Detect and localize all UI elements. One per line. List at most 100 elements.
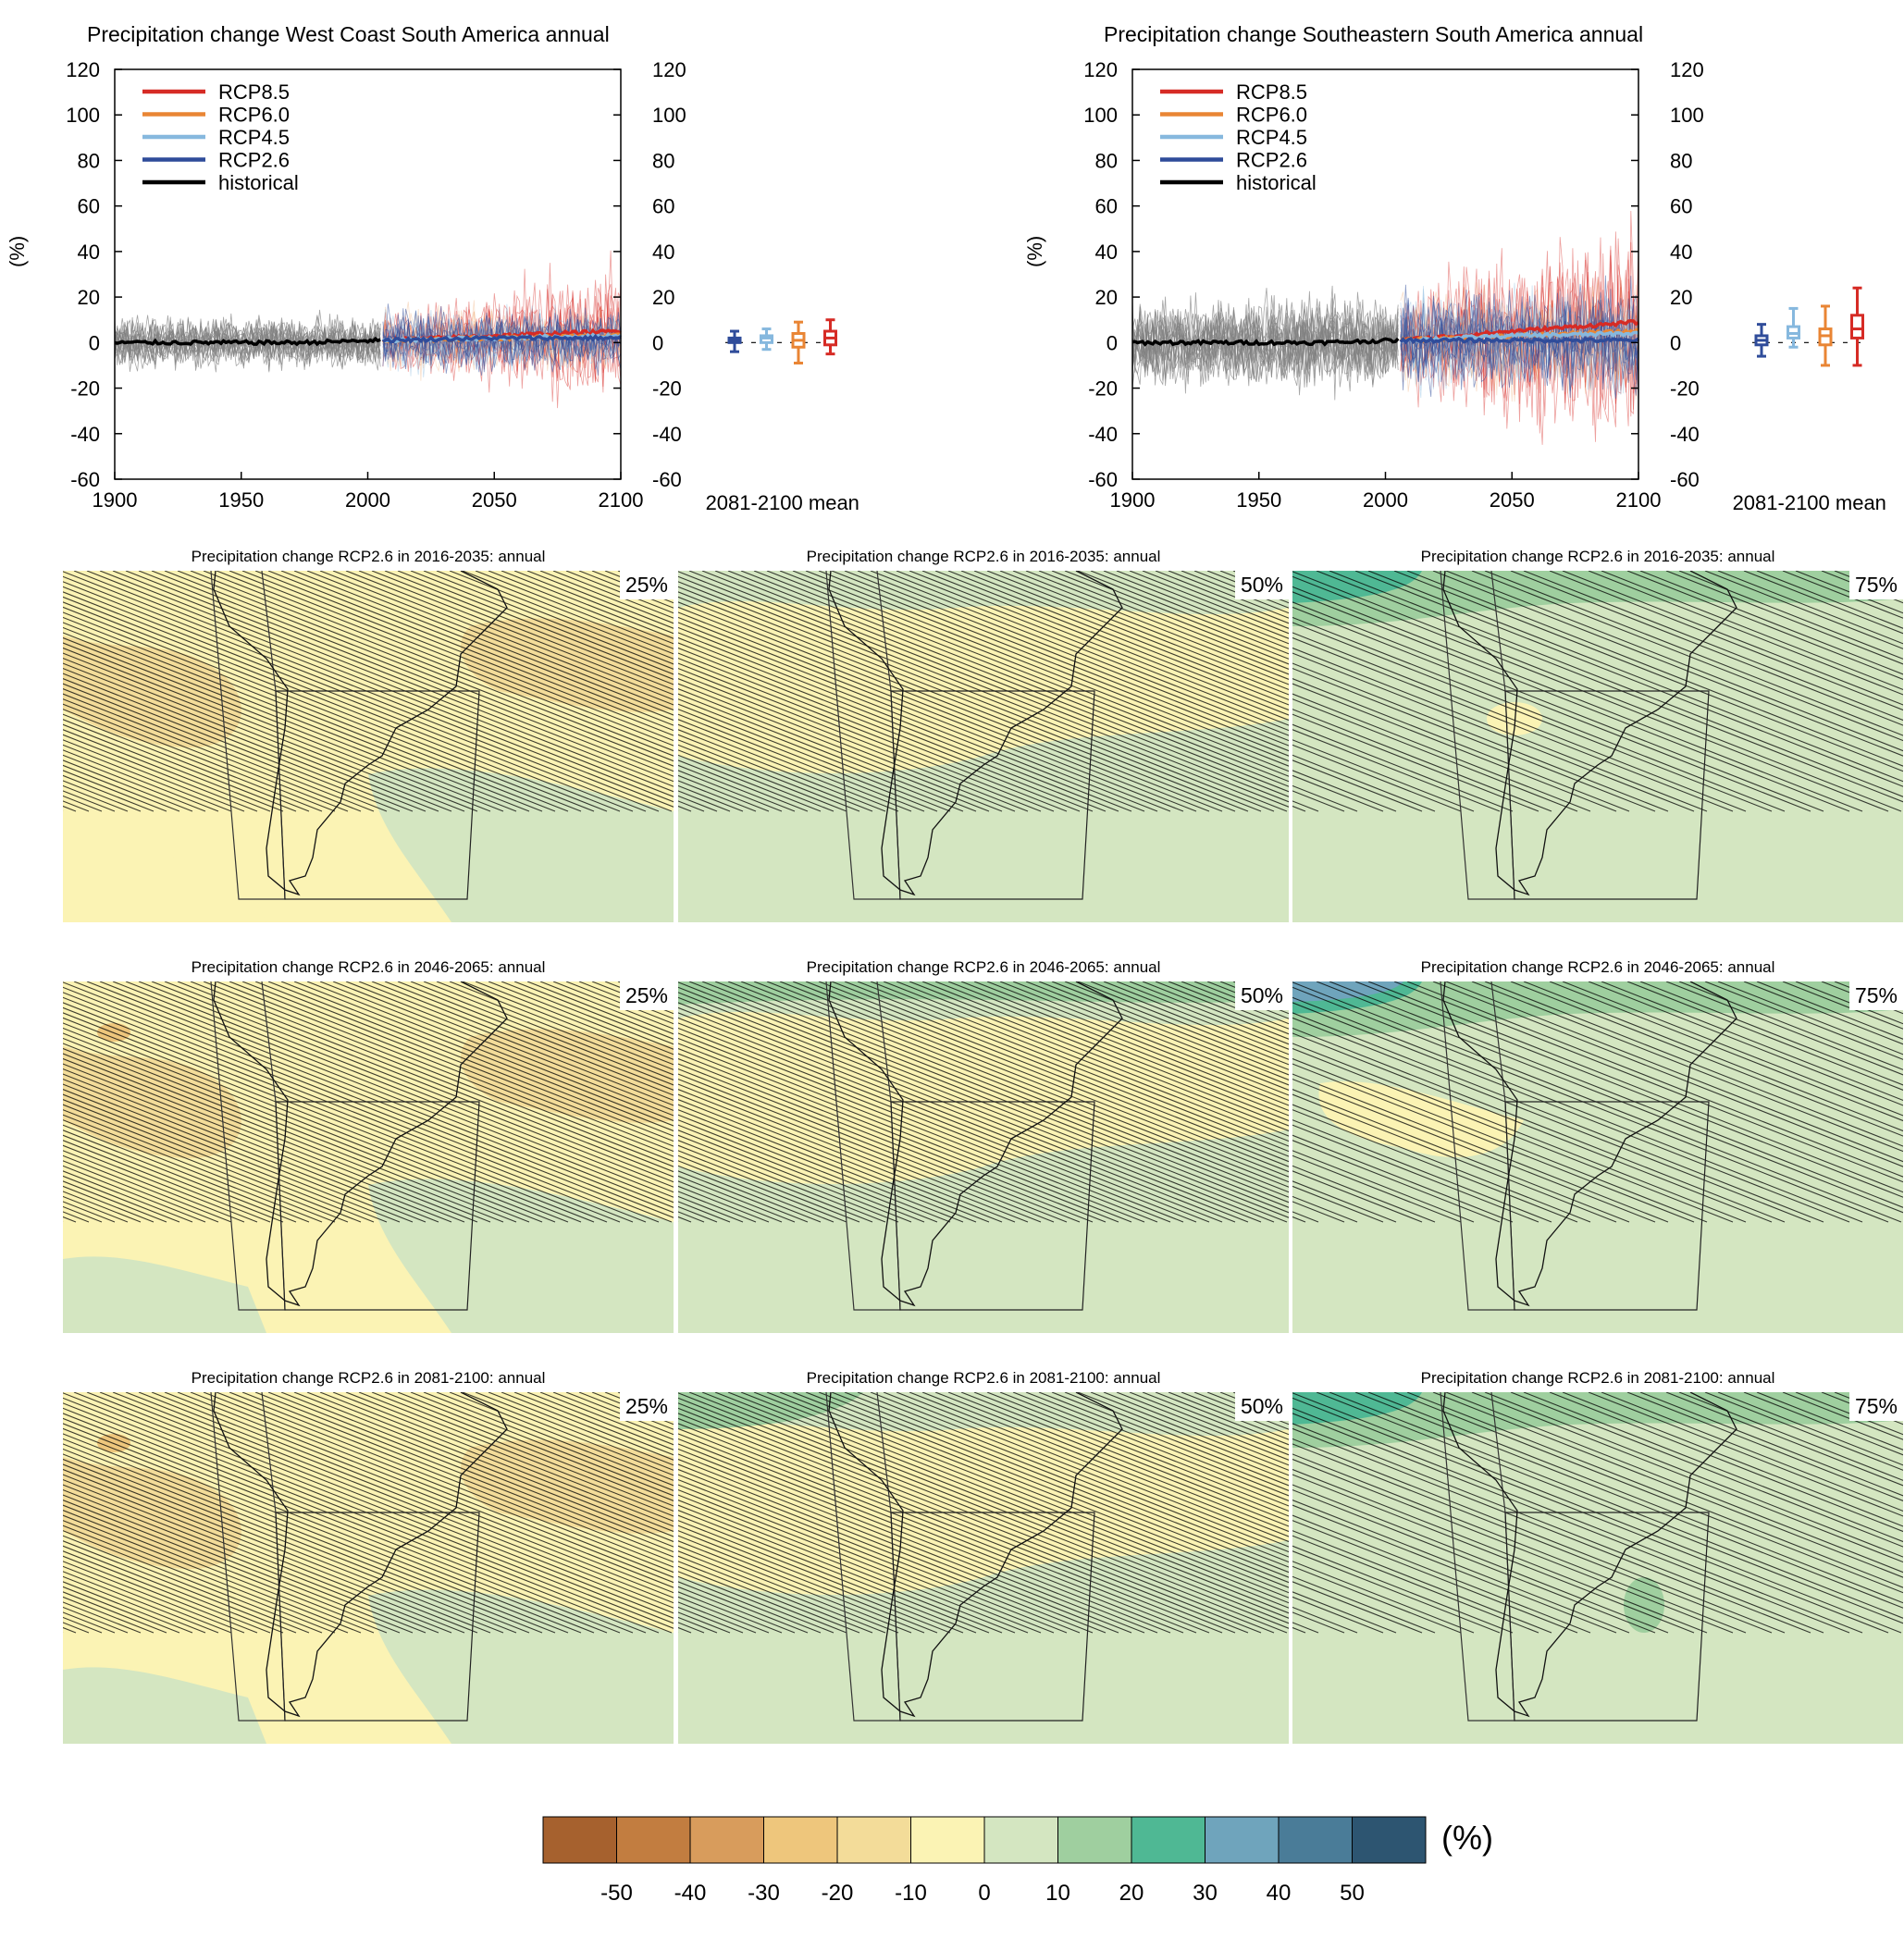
hatch-line: [678, 1586, 796, 1634]
hatch-line: [909, 1392, 1289, 1543]
hatch-line: [1432, 571, 1903, 757]
hatch-line: [1155, 1392, 1289, 1446]
map-panel: 50%: [678, 981, 1289, 1333]
hatch-line: [436, 1392, 674, 1487]
hatch-line: [229, 1392, 674, 1568]
map-panel: 75%: [1292, 571, 1903, 922]
hatch-line: [1601, 571, 1903, 691]
hatch-line: [63, 1591, 167, 1634]
legend-label: RCP4.5: [218, 126, 290, 149]
legend-label: RCP4.5: [1236, 126, 1307, 149]
hatch-line: [63, 1047, 504, 1223]
hatch-line: [488, 1392, 674, 1466]
hatch-line: [678, 1078, 1042, 1223]
hatch-line: [678, 1474, 1081, 1634]
hatch-line: [1782, 571, 1903, 619]
hatch-line: [1626, 1392, 1903, 1501]
hatch-line: [678, 723, 899, 812]
colorbar-tick-label: 10: [1045, 1881, 1070, 1906]
hatch-line: [678, 1488, 1042, 1634]
hatch-line: [678, 1524, 951, 1634]
hatch-line: [371, 1392, 674, 1512]
hatch-line: [63, 1575, 206, 1634]
hatch-line: [63, 667, 427, 812]
wet-region: [63, 1667, 266, 1744]
hatch-line: [678, 1063, 1081, 1223]
hatch-line: [63, 1474, 465, 1634]
hatch-line: [831, 571, 1289, 752]
x-tick-label: 2100: [1616, 488, 1662, 512]
y-tick-label-right: -40: [652, 423, 682, 446]
map-panel: 25%: [63, 981, 674, 1333]
x-tick-label: 1950: [218, 488, 264, 512]
hatch-line: [63, 1545, 284, 1634]
hatch-line: [190, 1392, 674, 1584]
hatch-line: [63, 734, 258, 812]
hatch-line: [384, 1392, 674, 1507]
boxplot-rcp2-6: [727, 329, 742, 353]
wet-region: [63, 1256, 266, 1333]
hatch-line: [63, 749, 219, 812]
hatch-line: [678, 1170, 809, 1223]
hatch-line: [1795, 981, 1903, 1025]
y-tick-label-left: 40: [78, 241, 100, 264]
hatch-line: [63, 1053, 491, 1223]
hatch-line: [1432, 981, 1903, 1167]
hatch-line: [475, 1392, 674, 1471]
hatch-line: [1523, 571, 1903, 722]
hatch-line: [678, 729, 886, 812]
hatch-line: [63, 1150, 245, 1223]
hatch-line: [678, 754, 822, 812]
hatch-line: [678, 678, 1016, 812]
coastline: [1442, 571, 1737, 896]
hatch-line: [63, 1504, 388, 1634]
boxplot-rcp8-5: [823, 318, 837, 356]
historical-member-line: [114, 320, 381, 365]
hatch-line: [63, 642, 491, 812]
hatch-line: [1292, 683, 1617, 812]
wet-region-south: [678, 1540, 1289, 1744]
hatch-line: [678, 739, 860, 812]
hatch-line: [678, 1043, 1132, 1223]
hatch-line: [63, 1443, 543, 1634]
hatch-line: [63, 754, 206, 812]
hatch-line: [63, 1057, 478, 1223]
y-tick-label-right: 60: [1670, 195, 1692, 218]
hatch-line: [462, 1392, 674, 1476]
hatch-line: [63, 1154, 232, 1223]
hatch-line: [63, 1453, 517, 1634]
map-title: Precipitation change RCP2.6 in 2016-2035…: [191, 548, 546, 565]
coastline: [828, 981, 1123, 1307]
hatch-line: [896, 1392, 1289, 1548]
ensemble-rcp2-6: [382, 303, 622, 376]
hatch-line: [1142, 1392, 1289, 1450]
hatch-line: [678, 667, 1042, 812]
colorbar-tick-label: -50: [600, 1881, 633, 1906]
hatch-line: [1025, 571, 1289, 675]
hatch-line: [1292, 1043, 1747, 1223]
wet-region-south: [678, 1129, 1289, 1333]
hatch-line: [565, 571, 674, 614]
x-tick-label: 1900: [1110, 488, 1156, 512]
y-tick-label-right: -20: [1670, 377, 1700, 401]
hatch-line: [1064, 981, 1289, 1070]
hatch-line: [1292, 1093, 1617, 1223]
y-tick-label-left: -60: [1088, 468, 1118, 491]
region-outlines: [210, 1392, 508, 1722]
hatch-line: [63, 1037, 530, 1223]
hatch-line: [1292, 1484, 1669, 1634]
hatch-line: [1090, 981, 1289, 1060]
hatch-line: [678, 1575, 822, 1634]
hatch-line: [973, 1392, 1289, 1517]
y-tick-label-left: 120: [66, 58, 100, 81]
hatch-line: [63, 1114, 336, 1223]
hatch-line: [678, 1550, 886, 1634]
y-tick-label-right: 120: [652, 58, 686, 81]
coastline: [213, 1392, 508, 1718]
hatch-line: [678, 1089, 1016, 1223]
colorbar-swatch: [1057, 1816, 1132, 1864]
hatch-line: [960, 1392, 1289, 1523]
hatch-line: [1292, 723, 1514, 812]
hatch-line: [267, 1392, 674, 1553]
hatch-line: [397, 981, 674, 1091]
